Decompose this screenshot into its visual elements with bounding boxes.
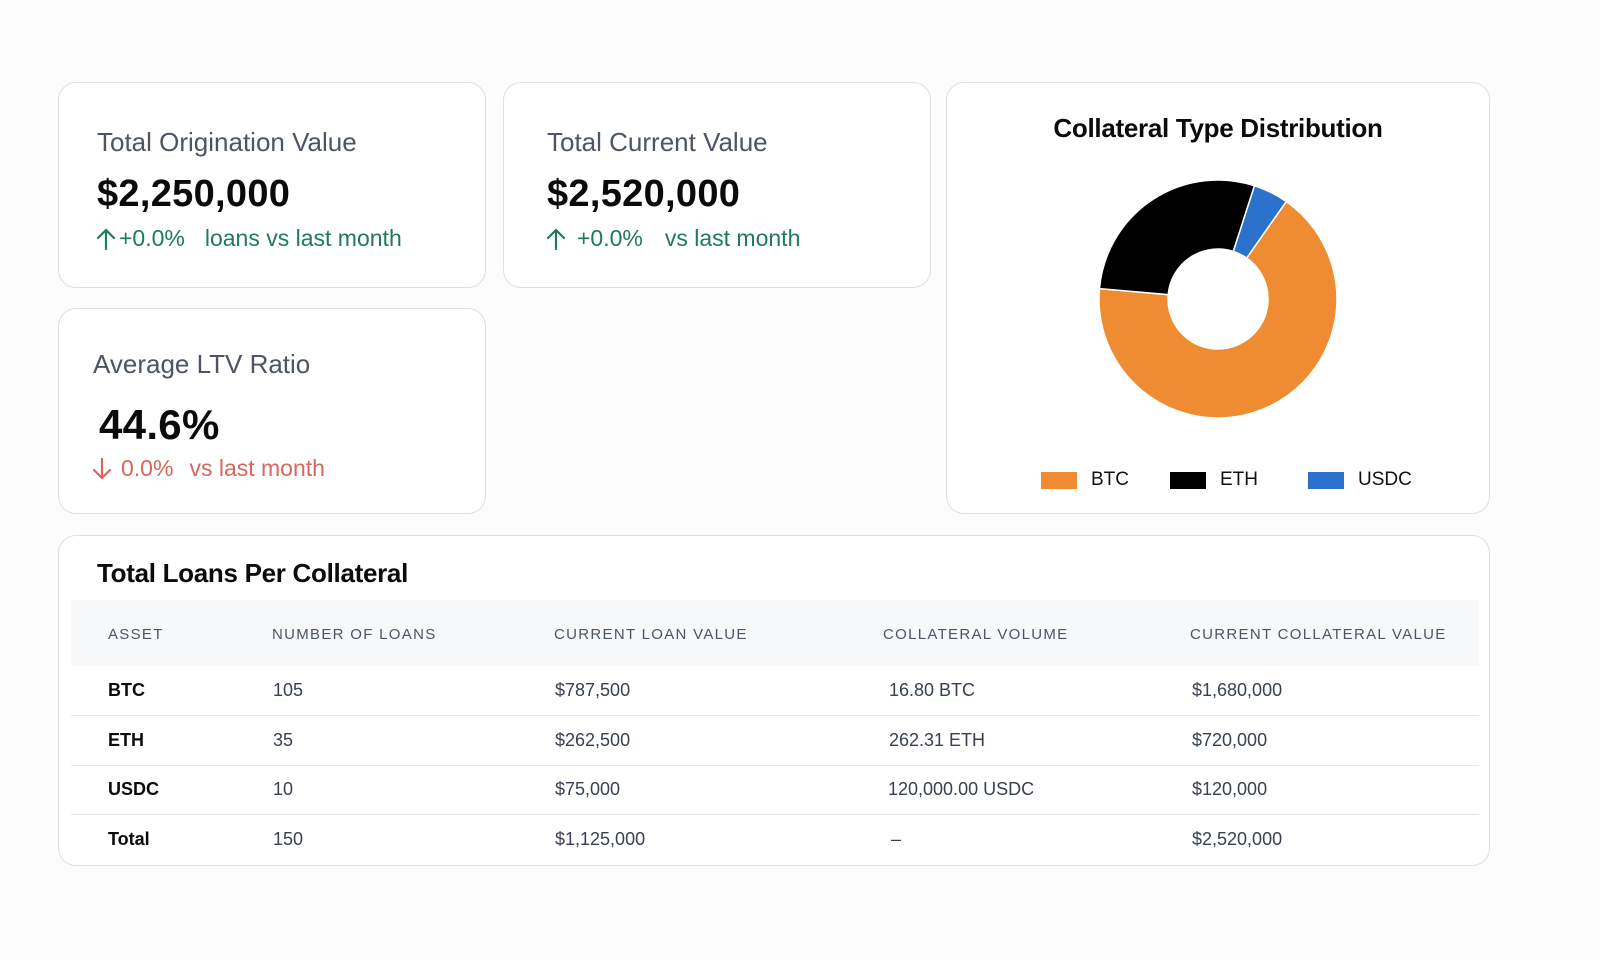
current-value-card: Total Current Value $2,520,000 +0.0% vs …: [503, 82, 931, 288]
column-header-number-of-loans: NUMBER OF LOANS: [272, 626, 437, 643]
legend-label-eth: ETH: [1220, 469, 1258, 490]
column-header-current-loan-value: CURRENT LOAN VALUE: [554, 626, 748, 643]
arrow-up-icon: [95, 227, 117, 251]
legend-swatch-btc: [1041, 471, 1077, 489]
table-title: Total Loans Per Collateral: [97, 558, 409, 588]
column-header-asset: ASSET: [108, 626, 164, 643]
cell-asset: Total: [108, 829, 150, 849]
ltv-change-suffix: vs last month: [189, 455, 325, 481]
donut-slice-eth[interactable]: [1098, 179, 1256, 296]
donut-chart: [1098, 179, 1338, 419]
arrow-down-icon: [91, 457, 113, 481]
cell-collateral-volume: –: [891, 829, 902, 849]
origination-label: Total Origination Value: [97, 127, 357, 157]
table-header: ASSET NUMBER OF LOANS CURRENT LOAN VALUE…: [71, 600, 1479, 666]
legend-item-usdc: USDC: [1308, 469, 1412, 491]
legend-label-usdc: USDC: [1358, 469, 1412, 490]
cell-number-of-loans: 35: [273, 730, 294, 750]
loans-per-collateral-card: Total Loans Per Collateral ASSET NUMBER …: [58, 535, 1490, 866]
cell-current-collateral-value: $1,680,000: [1192, 680, 1283, 700]
cell-current-loan-value: $262,500: [555, 730, 631, 750]
ltv-change-value: 0.0%: [121, 455, 174, 481]
table-row-total: Total 150 $1,125,000 – $2,520,000: [71, 815, 1479, 865]
current-value-change-value: +0.0%: [577, 225, 643, 251]
column-header-collateral-volume: COLLATERAL VOLUME: [883, 626, 1069, 643]
collateral-distribution-card: Collateral Type Distribution BTC ETH USD…: [946, 82, 1490, 514]
cell-number-of-loans: 10: [273, 779, 294, 799]
cell-asset: BTC: [108, 680, 145, 700]
legend-label-btc: BTC: [1091, 469, 1129, 490]
cell-asset: USDC: [108, 779, 160, 799]
cell-collateral-volume: 262.31 ETH: [889, 730, 986, 750]
legend-swatch-usdc: [1308, 471, 1344, 489]
origination-change-suffix: loans vs last month: [204, 225, 402, 251]
cell-number-of-loans: 150: [273, 829, 304, 849]
current-value-amount: $2,520,000: [547, 173, 741, 215]
column-header-current-collateral-value: CURRENT COLLATERAL VALUE: [1190, 626, 1447, 643]
table-row: ETH 35 $262,500 262.31 ETH $720,000: [71, 716, 1479, 766]
cell-current-loan-value: $787,500: [555, 680, 631, 700]
table-row: USDC 10 $75,000 120,000.00 USDC $120,000: [71, 765, 1479, 815]
cell-collateral-volume: 16.80 BTC: [889, 680, 976, 700]
arrow-up-icon: [545, 227, 567, 251]
origination-change-value: +0.0%: [119, 225, 185, 251]
legend-item-btc: BTC: [1041, 469, 1129, 491]
cell-current-collateral-value: $2,520,000: [1192, 829, 1283, 849]
ltv-card: Average LTV Ratio 44.6% 0.0% vs last mon…: [58, 308, 486, 514]
cell-current-collateral-value: $120,000: [1192, 779, 1268, 799]
donut-slice-usdc[interactable]: [1232, 184, 1288, 260]
donut-slice-btc[interactable]: [1098, 200, 1338, 419]
cell-current-loan-value: $75,000: [555, 779, 621, 799]
current-value-change: +0.0% vs last month: [545, 225, 800, 252]
ltv-label: Average LTV Ratio: [93, 349, 311, 379]
cell-collateral-volume: 120,000.00 USDC: [888, 779, 1035, 799]
current-value-change-suffix: vs last month: [664, 225, 801, 251]
table-row: BTC 105 $787,500 16.80 BTC $1,680,000: [71, 666, 1479, 716]
legend-swatch-eth: [1170, 471, 1206, 489]
current-value-label: Total Current Value: [547, 127, 768, 157]
origination-card: Total Origination Value $2,250,000 +0.0%…: [58, 82, 486, 288]
ltv-change: 0.0% vs last month: [91, 455, 325, 482]
chart-title: Collateral Type Distribution: [1053, 113, 1383, 143]
cell-current-collateral-value: $720,000: [1192, 730, 1268, 750]
cell-number-of-loans: 105: [273, 680, 304, 700]
legend-item-eth: ETH: [1170, 469, 1258, 491]
cell-current-loan-value: $1,125,000: [555, 829, 646, 849]
cell-asset: ETH: [108, 730, 144, 750]
origination-value: $2,250,000: [97, 173, 291, 215]
origination-change: +0.0% loans vs last month: [95, 225, 402, 252]
ltv-value: 44.6%: [99, 401, 220, 448]
